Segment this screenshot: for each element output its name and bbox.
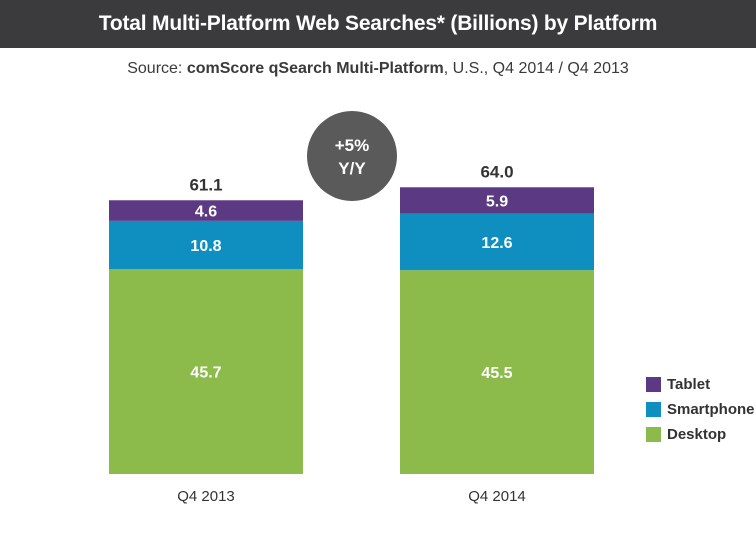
x-tick-label-q4-2013: Q4 2013 <box>177 488 235 505</box>
legend-label-tablet: Tablet <box>667 376 711 393</box>
legend-label-desktop: Desktop <box>667 426 727 443</box>
legend-item-desktop: Desktop <box>646 422 755 447</box>
chart-legend: Tablet Smartphone Desktop <box>646 372 755 447</box>
bar-segment-tablet-q4-2013 <box>109 200 303 221</box>
bar-segment-desktop-q4-2013 <box>109 269 303 474</box>
total-label-q4-2014: 64.0 <box>480 162 513 181</box>
legend-item-smartphone: Smartphone <box>646 397 755 422</box>
legend-swatch-smartphone <box>646 402 661 417</box>
bar-segment-smartphone-q4-2013 <box>109 220 303 270</box>
data-label-desktop-q4-2014: 45.5 <box>481 365 512 382</box>
legend-label-smartphone: Smartphone <box>667 401 755 418</box>
data-label-smartphone-q4-2014: 12.6 <box>481 235 512 252</box>
legend-item-tablet: Tablet <box>646 372 755 397</box>
yoy-badge-percent: +5% <box>335 136 370 155</box>
data-label-desktop-q4-2013: 45.7 <box>190 365 221 382</box>
subtitle-suffix: , U.S., Q4 2014 / Q4 2013 <box>443 60 629 77</box>
bar-segment-tablet-q4-2014 <box>400 187 594 214</box>
data-label-tablet-q4-2013: 4.6 <box>195 204 217 221</box>
data-label-tablet-q4-2014: 5.9 <box>486 193 508 210</box>
total-label-q4-2013: 61.1 <box>189 175 222 194</box>
yoy-badge <box>307 111 397 201</box>
chart-title: Total Multi-Platform Web Searches* (Bill… <box>0 0 756 48</box>
bar-segment-smartphone-q4-2014 <box>400 213 594 271</box>
x-tick-label-q4-2014: Q4 2014 <box>468 488 526 505</box>
legend-swatch-tablet <box>646 377 661 392</box>
data-label-smartphone-q4-2013: 10.8 <box>190 238 221 255</box>
chart-subtitle: Source: comScore qSearch Multi-Platform,… <box>0 60 756 78</box>
legend-swatch-desktop <box>646 427 661 442</box>
subtitle-source: comScore qSearch Multi-Platform <box>186 60 444 77</box>
bar-segment-desktop-q4-2014 <box>400 270 594 474</box>
subtitle-prefix: Source: <box>127 60 187 77</box>
yoy-badge-label: Y/Y <box>338 159 366 178</box>
